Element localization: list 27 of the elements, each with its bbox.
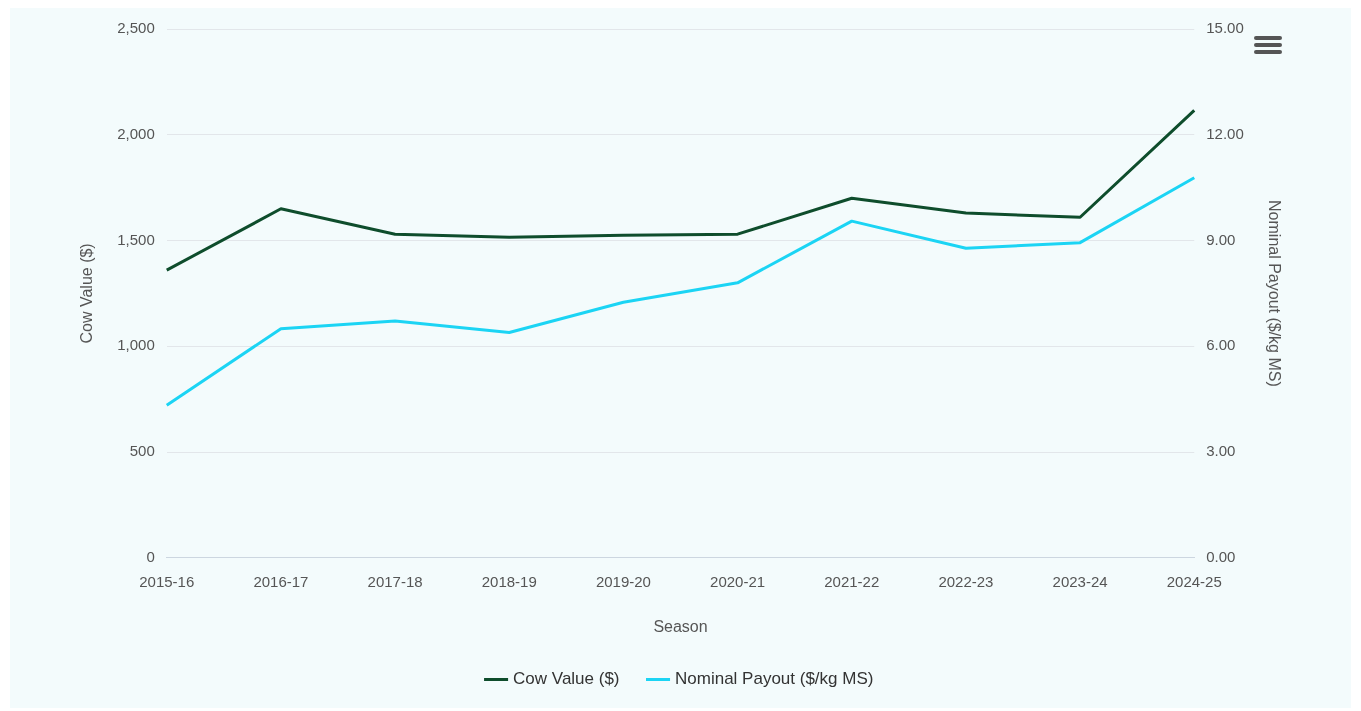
y-axis-title: Cow Value ($) [78, 243, 96, 344]
x-tick-label: 2020-21 [710, 572, 766, 590]
x-tick-label: 2018-19 [481, 572, 537, 590]
y2-tick-label: 6.00 [1206, 336, 1236, 354]
legend-label: Nominal Payout ($/kg MS) [675, 669, 874, 689]
y2-axis-title: Nominal Payout ($/kg MS) [1265, 200, 1283, 387]
y2-tick-label: 0.00 [1206, 547, 1236, 565]
legend-label: Cow Value ($) [513, 669, 620, 689]
y-tick-label: 1,000 [117, 336, 155, 354]
y-tick-label: 0 [146, 547, 155, 565]
y2-tick-label: 12.00 [1206, 124, 1244, 142]
y-tick-label: 1,500 [117, 230, 155, 248]
y2-tick-label: 9.00 [1206, 230, 1236, 248]
x-tick-label: 2022-23 [938, 572, 994, 590]
x-tick-label: 2016-17 [253, 572, 309, 590]
y-tick-label: 2,000 [117, 124, 155, 142]
y-tick-label: 500 [129, 442, 155, 460]
x-tick-label: 2015-16 [139, 572, 195, 590]
x-tick-label: 2021-22 [824, 572, 880, 590]
y-tick-label: 2,500 [117, 19, 155, 37]
y2-tick-label: 15.00 [1206, 19, 1244, 37]
x-axis-title: Season [653, 617, 708, 635]
x-tick-label: 2024-25 [1166, 572, 1222, 590]
x-tick-label: 2017-18 [367, 572, 423, 590]
x-tick-label: 2023-24 [1052, 572, 1108, 590]
y2-tick-label: 3.00 [1206, 442, 1236, 460]
x-tick-label: 2019-20 [595, 572, 651, 590]
